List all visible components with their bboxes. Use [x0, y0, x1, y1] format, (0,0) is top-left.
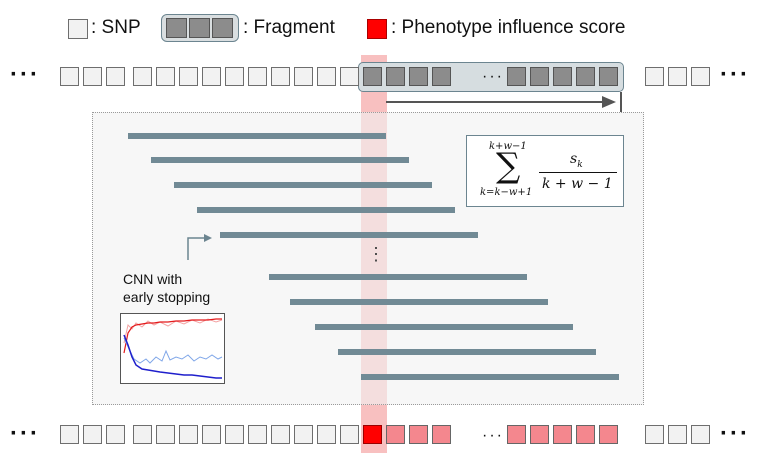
- legend-score-label: : Phenotype influence score: [391, 17, 626, 38]
- legend-snp-label: : SNP: [91, 17, 141, 38]
- snp-cell: [340, 425, 359, 444]
- window-bar: [151, 157, 409, 163]
- score-cell: [386, 425, 405, 444]
- snp-cell: [271, 425, 290, 444]
- cnn-label-line1: CNN with: [123, 271, 183, 287]
- fragment-snp-cell: [507, 67, 526, 86]
- sum-upper: k+w−1: [489, 141, 527, 152]
- fragment-snp-cell: [553, 67, 572, 86]
- vertical-ellipsis: ⋮: [367, 244, 385, 264]
- score-cell: [432, 425, 451, 444]
- score-cell: [553, 425, 572, 444]
- top-right-ellipsis: ···: [720, 61, 750, 88]
- window-bar: [197, 207, 455, 213]
- snp-cell: [645, 425, 664, 444]
- window-bar: [269, 274, 527, 280]
- snp-cell: [248, 425, 267, 444]
- training-curve-thumbnail: [120, 313, 225, 384]
- snp-cell: [106, 67, 125, 86]
- score-cell: [363, 425, 382, 444]
- snp-cell: [225, 425, 244, 444]
- fraction-line: [539, 172, 617, 173]
- window-bar: [315, 324, 573, 330]
- window-bar: [174, 182, 432, 188]
- top-middle-ellipsis: ···: [482, 68, 504, 85]
- legend-score-swatch: [367, 19, 387, 39]
- score-cell: [507, 425, 526, 444]
- snp-cell: [179, 67, 198, 86]
- fraction-numerator: sk: [570, 151, 583, 170]
- cnn-arrow: [187, 234, 212, 260]
- snp-cell: [317, 425, 336, 444]
- formula-box: k+w−1 ∑ k=k−w+1 sk k + w − 1: [466, 135, 624, 207]
- fragment-snp-cell: [530, 67, 549, 86]
- snp-cell: [202, 67, 221, 86]
- legend-fragment-swatch: [161, 14, 239, 42]
- snp-cell: [156, 67, 175, 86]
- fragment-snp-cell: [386, 67, 405, 86]
- snp-cell: [83, 425, 102, 444]
- bottom-right-ellipsis: ···: [720, 420, 750, 447]
- bottom-left-ellipsis: ···: [10, 420, 40, 447]
- window-bar: [220, 232, 478, 238]
- window-bar: [338, 349, 596, 355]
- cnn-label-line2: early stopping: [123, 289, 211, 305]
- snp-cell: [225, 67, 244, 86]
- score-cell: [409, 425, 428, 444]
- snp-cell: [179, 425, 198, 444]
- window-bar: [128, 133, 386, 139]
- window-bar: [361, 374, 619, 380]
- bottom-middle-ellipsis: ···: [482, 427, 504, 444]
- fragment-snp-cell: [599, 67, 618, 86]
- snp-cell: [60, 425, 79, 444]
- snp-cell: [60, 67, 79, 86]
- score-cell: [576, 425, 595, 444]
- snp-cell: [645, 67, 664, 86]
- snp-cell: [691, 67, 710, 86]
- snp-cell: [340, 67, 359, 86]
- snp-cell: [156, 425, 175, 444]
- fragment-snp-cell: [409, 67, 428, 86]
- cnn-label: CNN with early stopping: [123, 270, 210, 306]
- snp-cell: [83, 67, 102, 86]
- score-cell: [599, 425, 618, 444]
- snp-cell: [133, 67, 152, 86]
- snp-cell: [202, 425, 221, 444]
- fragment-snp-cell: [576, 67, 595, 86]
- snp-cell: [668, 67, 687, 86]
- snp-cell: [668, 425, 687, 444]
- snp-cell: [133, 425, 152, 444]
- fragment-snp-cell: [432, 67, 451, 86]
- score-cell: [530, 425, 549, 444]
- top-left-ellipsis: ···: [10, 61, 40, 88]
- shift-arrow: [386, 92, 622, 112]
- snp-cell: [294, 67, 313, 86]
- snp-cell: [691, 425, 710, 444]
- legend-snp-swatch: [68, 19, 88, 39]
- fraction-denominator: k + w − 1: [542, 176, 613, 192]
- fragment-snp-cell: [363, 67, 382, 86]
- snp-cell: [317, 67, 336, 86]
- snp-cell: [271, 67, 290, 86]
- legend-fragment-label: : Fragment: [243, 17, 335, 38]
- sigma-symbol: ∑: [496, 146, 521, 186]
- window-bar: [290, 299, 548, 305]
- snp-cell: [294, 425, 313, 444]
- snp-cell: [248, 67, 267, 86]
- snp-cell: [106, 425, 125, 444]
- sum-lower: k=k−w+1: [480, 187, 533, 198]
